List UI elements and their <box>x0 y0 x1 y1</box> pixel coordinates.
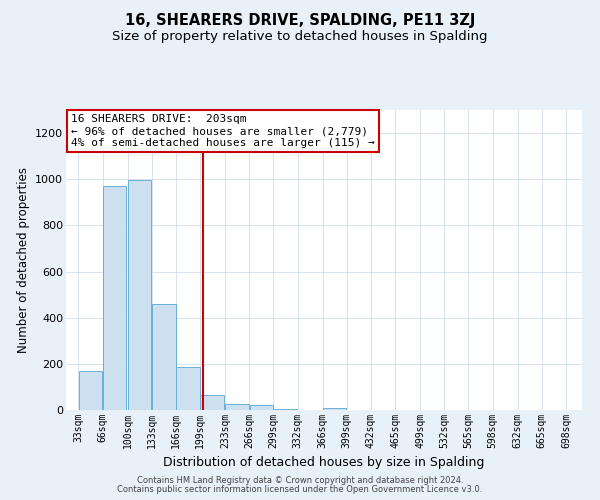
Bar <box>176 368 200 410</box>
Y-axis label: Number of detached properties: Number of detached properties <box>17 167 29 353</box>
X-axis label: Distribution of detached houses by size in Spalding: Distribution of detached houses by size … <box>163 456 485 469</box>
Text: Contains HM Land Registry data © Crown copyright and database right 2024.: Contains HM Land Registry data © Crown c… <box>137 476 463 485</box>
Bar <box>226 404 249 410</box>
Bar <box>200 395 224 410</box>
Bar <box>79 371 102 410</box>
Bar <box>250 406 273 410</box>
Text: 16 SHEARERS DRIVE:  203sqm
← 96% of detached houses are smaller (2,779)
4% of se: 16 SHEARERS DRIVE: 203sqm ← 96% of detac… <box>71 114 375 148</box>
Bar <box>274 409 297 410</box>
Bar <box>128 180 151 410</box>
Text: Contains public sector information licensed under the Open Government Licence v3: Contains public sector information licen… <box>118 485 482 494</box>
Bar <box>103 186 127 410</box>
Bar <box>152 304 176 410</box>
Bar <box>323 408 346 410</box>
Text: Size of property relative to detached houses in Spalding: Size of property relative to detached ho… <box>112 30 488 43</box>
Text: 16, SHEARERS DRIVE, SPALDING, PE11 3ZJ: 16, SHEARERS DRIVE, SPALDING, PE11 3ZJ <box>125 12 475 28</box>
